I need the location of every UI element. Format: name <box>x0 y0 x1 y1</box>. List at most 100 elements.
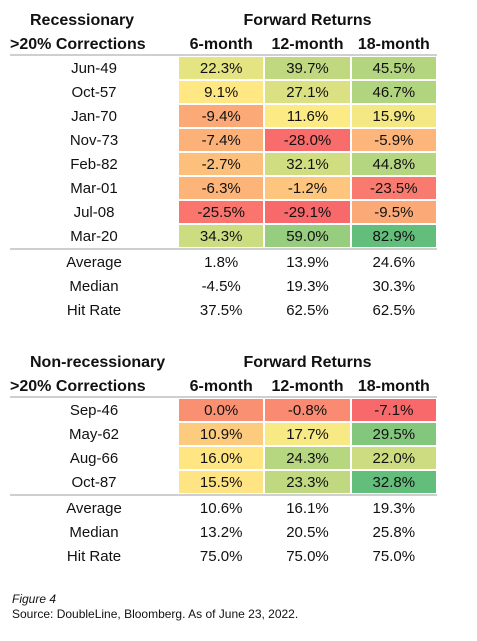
summary-value: 16.1% <box>286 499 329 517</box>
summary-value: 37.5% <box>199 301 243 319</box>
table-row: Oct-57 9.1% 27.1% 46.7% <box>10 80 437 104</box>
summary-value: 19.3% <box>372 499 416 517</box>
row-date-label: Sep-46 <box>69 401 119 419</box>
summary-row: Average 1.8% 13.9% 24.6% <box>10 248 437 274</box>
row-date-label: Jul-08 <box>73 203 115 221</box>
summary-row: Average 10.6% 16.1% 19.3% <box>10 494 437 520</box>
table-row: Aug-66 16.0% 24.3% 22.0% <box>10 446 437 470</box>
summary-value: 24.6% <box>372 253 416 271</box>
table-title: Non-recessionary <box>30 354 166 371</box>
return-cell: 29.5% <box>350 422 437 446</box>
figure-label: Figure 4 <box>12 592 57 606</box>
return-cell: 11.6% <box>264 104 351 128</box>
return-cell: 22.3% <box>178 56 265 80</box>
return-cell: 34.3% <box>178 224 265 248</box>
row-date-label: Nov-73 <box>69 131 119 149</box>
source-note: Source: DoubleLine, Bloomberg. As of Jun… <box>12 607 299 621</box>
summary-label: Average <box>66 499 122 517</box>
table-row: Mar-20 34.3% 59.0% 82.9% <box>10 224 437 248</box>
summary-value: 19.3% <box>286 277 329 295</box>
return-cell: 45.5% <box>350 56 437 80</box>
figure-caption: Figure 4 Source: DoubleLine, Bloomberg. … <box>12 592 298 622</box>
row-date-label: Aug-66 <box>69 449 119 467</box>
return-cell: -6.3% <box>178 176 265 200</box>
row-date-label: Jan-70 <box>71 107 117 125</box>
table-title: Recessionary <box>30 12 135 29</box>
row-header-label: >20% Corrections <box>10 36 146 53</box>
forward-returns-header: Forward Returns <box>243 12 372 29</box>
table-row: Feb-82 -2.7% 32.1% 44.8% <box>10 152 437 176</box>
return-cell: -9.4% <box>178 104 265 128</box>
return-cell: 27.1% <box>264 80 351 104</box>
row-date-label: Mar-01 <box>70 179 118 197</box>
return-cell: 46.7% <box>350 80 437 104</box>
return-cell: 32.1% <box>264 152 351 176</box>
return-cell: -5.9% <box>350 128 437 152</box>
summary-value: -4.5% <box>201 277 241 295</box>
row-date-label: May-62 <box>68 425 120 443</box>
row-date-label: Oct-57 <box>71 83 117 101</box>
column-header: 18-month <box>357 36 430 53</box>
row-date-label: Oct-87 <box>71 473 117 491</box>
return-cell: -0.8% <box>264 398 351 422</box>
return-cell: 15.5% <box>178 470 265 494</box>
return-cell: 22.0% <box>350 446 437 470</box>
return-cell: 82.9% <box>350 224 437 248</box>
row-date-label: Mar-20 <box>70 227 118 245</box>
summary-value: 13.2% <box>199 523 243 541</box>
summary-value: 20.5% <box>286 523 329 541</box>
table-row: Jun-49 22.3% 39.7% 45.5% <box>10 56 437 80</box>
return-cell: 39.7% <box>264 56 351 80</box>
column-header: 18-month <box>357 378 430 395</box>
return-cell: 23.3% <box>264 470 351 494</box>
summary-value: 30.3% <box>372 277 416 295</box>
summary-label: Hit Rate <box>66 547 122 565</box>
summary-value: 75.0% <box>286 547 329 565</box>
summary-value: 25.8% <box>372 523 416 541</box>
summary-value: 10.6% <box>199 499 243 517</box>
column-header: 6-month <box>189 378 253 395</box>
table-row: Sep-46 0.0% -0.8% -7.1% <box>10 398 437 422</box>
summary-value: 62.5% <box>286 301 329 319</box>
row-header-label: >20% Corrections <box>10 378 146 395</box>
return-cell: -2.7% <box>178 152 265 176</box>
return-cell: 17.7% <box>264 422 351 446</box>
column-header-row: >20% Corrections 6-month 12-month 18-month <box>10 372 437 398</box>
return-cell: -28.0% <box>264 128 351 152</box>
summary-row: Hit Rate 75.0% 75.0% 75.0% <box>10 544 437 568</box>
summary-value: 75.0% <box>372 547 416 565</box>
non-recessionary-table: Non-recessionary Forward Returns >20% Corr… <box>10 348 437 568</box>
table-title-row: Recessionary Forward Returns <box>10 6 437 30</box>
return-cell: -7.1% <box>350 398 437 422</box>
forward-returns-header: Forward Returns <box>243 354 372 371</box>
summary-row: Median -4.5% 19.3% 30.3% <box>10 274 437 298</box>
summary-label: Median <box>69 523 119 541</box>
return-cell: -25.5% <box>178 200 265 224</box>
recessionary-table: Recessionary Forward Returns >20% Correcti… <box>10 6 437 322</box>
table-row: Oct-87 15.5% 23.3% 32.8% <box>10 470 437 494</box>
table-row: Mar-01 -6.3% -1.2% -23.5% <box>10 176 437 200</box>
return-cell: -1.2% <box>264 176 351 200</box>
column-header: 6-month <box>189 36 253 53</box>
return-cell: 9.1% <box>178 80 265 104</box>
return-cell: 32.8% <box>350 470 437 494</box>
return-cell: 16.0% <box>178 446 265 470</box>
return-cell: 59.0% <box>264 224 351 248</box>
return-cell: -23.5% <box>350 176 437 200</box>
column-header: 12-month <box>271 36 344 53</box>
table-row: May-62 10.9% 17.7% 29.5% <box>10 422 437 446</box>
return-cell: -9.5% <box>350 200 437 224</box>
table-title-row: Non-recessionary Forward Returns <box>10 348 437 372</box>
table-row: Jul-08 -25.5% -29.1% -9.5% <box>10 200 437 224</box>
return-cell: -7.4% <box>178 128 265 152</box>
return-cell: 24.3% <box>264 446 351 470</box>
summary-value: 1.8% <box>204 253 239 271</box>
return-cell: 15.9% <box>350 104 437 128</box>
summary-row: Median 13.2% 20.5% 25.8% <box>10 520 437 544</box>
table-row: Nov-73 -7.4% -28.0% -5.9% <box>10 128 437 152</box>
summary-label: Hit Rate <box>66 301 122 319</box>
return-cell: 10.9% <box>178 422 265 446</box>
summary-row: Hit Rate 37.5% 62.5% 62.5% <box>10 298 437 322</box>
summary-label: Average <box>66 253 122 271</box>
summary-value: 62.5% <box>372 301 416 319</box>
